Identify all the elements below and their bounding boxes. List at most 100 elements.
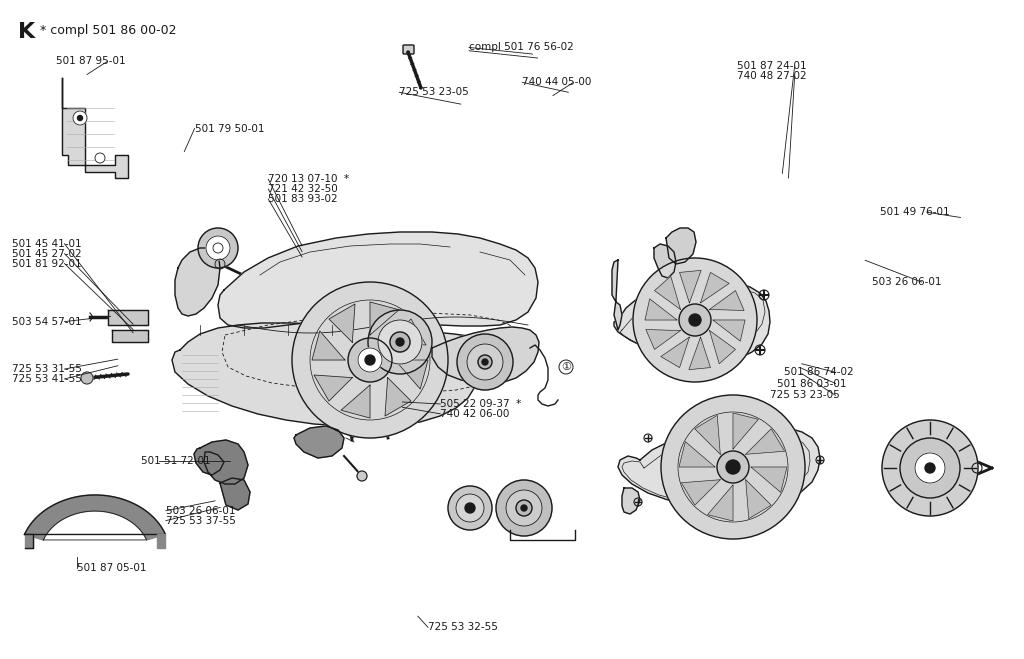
Circle shape <box>78 115 83 121</box>
Text: 503 26 06-01: 503 26 06-01 <box>166 505 236 516</box>
Polygon shape <box>25 534 33 548</box>
Text: 501 87 05-01: 501 87 05-01 <box>77 563 146 573</box>
Circle shape <box>482 359 488 365</box>
Polygon shape <box>329 304 355 342</box>
Circle shape <box>679 304 711 336</box>
Polygon shape <box>158 534 166 548</box>
Text: 740 48 27-02: 740 48 27-02 <box>737 71 807 81</box>
Polygon shape <box>312 331 345 360</box>
Circle shape <box>467 344 503 380</box>
Polygon shape <box>175 248 220 316</box>
Polygon shape <box>646 330 680 349</box>
Circle shape <box>198 228 238 268</box>
Polygon shape <box>710 291 744 310</box>
Circle shape <box>465 503 475 513</box>
Circle shape <box>81 372 93 384</box>
Circle shape <box>368 310 432 374</box>
Text: compl 501 76 56-02: compl 501 76 56-02 <box>469 42 573 53</box>
Polygon shape <box>680 270 701 303</box>
Circle shape <box>521 505 527 511</box>
Text: 501 81 92-01: 501 81 92-01 <box>12 258 82 269</box>
Text: 725 53 23-05: 725 53 23-05 <box>399 87 469 98</box>
Polygon shape <box>388 319 426 345</box>
Text: 505 22 09-37  *: 505 22 09-37 * <box>440 399 521 409</box>
Text: 725 53 32-55: 725 53 32-55 <box>428 622 498 633</box>
Circle shape <box>478 355 492 369</box>
Circle shape <box>662 395 805 539</box>
Circle shape <box>95 153 105 163</box>
Circle shape <box>516 500 532 516</box>
Circle shape <box>378 320 422 364</box>
Text: 501 49 76-01: 501 49 76-01 <box>880 207 949 217</box>
Circle shape <box>365 355 375 365</box>
Circle shape <box>689 314 701 326</box>
Text: 501 83 93-02: 501 83 93-02 <box>268 194 338 204</box>
Text: 501 79 50-01: 501 79 50-01 <box>195 123 264 134</box>
Circle shape <box>215 259 225 269</box>
Polygon shape <box>314 375 352 401</box>
Circle shape <box>292 282 449 438</box>
Circle shape <box>456 494 484 522</box>
Text: 721 42 32-50: 721 42 32-50 <box>268 184 338 194</box>
Polygon shape <box>194 440 248 484</box>
Text: 503 54 57-01: 503 54 57-01 <box>12 316 82 327</box>
Polygon shape <box>751 467 787 492</box>
Polygon shape <box>218 232 538 328</box>
Polygon shape <box>614 280 770 363</box>
Text: 725 53 41-55: 725 53 41-55 <box>12 374 82 384</box>
Polygon shape <box>713 320 745 341</box>
Polygon shape <box>700 272 729 303</box>
Text: 725 53 37-55: 725 53 37-55 <box>166 515 236 526</box>
Text: 740 44 05-00: 740 44 05-00 <box>522 77 592 88</box>
Circle shape <box>73 111 87 125</box>
Text: 725 53 23-05: 725 53 23-05 <box>770 390 840 401</box>
Polygon shape <box>612 260 622 330</box>
Text: 501 45 41-01: 501 45 41-01 <box>12 239 82 249</box>
Text: 720 13 07-10  *: 720 13 07-10 * <box>268 174 349 185</box>
Text: 501 86 03-01: 501 86 03-01 <box>777 378 847 389</box>
Polygon shape <box>695 415 720 454</box>
Polygon shape <box>708 485 733 521</box>
Polygon shape <box>25 495 166 540</box>
Polygon shape <box>733 413 759 449</box>
Circle shape <box>726 460 740 474</box>
Polygon shape <box>370 302 399 335</box>
Polygon shape <box>666 228 696 264</box>
Polygon shape <box>432 327 539 384</box>
Polygon shape <box>660 337 689 368</box>
Polygon shape <box>62 78 128 178</box>
Polygon shape <box>745 480 771 519</box>
Circle shape <box>900 438 961 498</box>
Circle shape <box>396 338 404 346</box>
Circle shape <box>882 420 978 516</box>
Circle shape <box>633 258 757 382</box>
Polygon shape <box>294 426 344 458</box>
Text: 501 51 72-01: 501 51 72-01 <box>141 456 211 467</box>
Text: 501 87 24-01: 501 87 24-01 <box>737 61 807 71</box>
Text: 501 45 27-02: 501 45 27-02 <box>12 248 82 259</box>
Polygon shape <box>681 480 720 505</box>
Text: 725 53 31-55: 725 53 31-55 <box>12 364 82 374</box>
Polygon shape <box>710 331 735 364</box>
Polygon shape <box>745 429 784 454</box>
Text: K: K <box>18 22 35 42</box>
Polygon shape <box>654 276 680 310</box>
Circle shape <box>717 451 749 483</box>
Polygon shape <box>395 360 428 389</box>
Polygon shape <box>679 442 715 467</box>
Circle shape <box>449 486 492 530</box>
Polygon shape <box>112 330 148 342</box>
Circle shape <box>357 471 367 481</box>
Circle shape <box>915 453 945 483</box>
Text: 503 26 06-01: 503 26 06-01 <box>872 277 942 287</box>
Polygon shape <box>220 478 250 510</box>
Polygon shape <box>341 385 370 418</box>
Polygon shape <box>689 337 711 370</box>
Circle shape <box>506 490 542 526</box>
Circle shape <box>925 463 935 473</box>
Circle shape <box>457 334 513 390</box>
Circle shape <box>390 332 410 352</box>
Text: * compl 501 86 00-02: * compl 501 86 00-02 <box>40 24 176 37</box>
FancyBboxPatch shape <box>403 45 414 54</box>
Text: 740 42 06-00: 740 42 06-00 <box>440 409 510 419</box>
